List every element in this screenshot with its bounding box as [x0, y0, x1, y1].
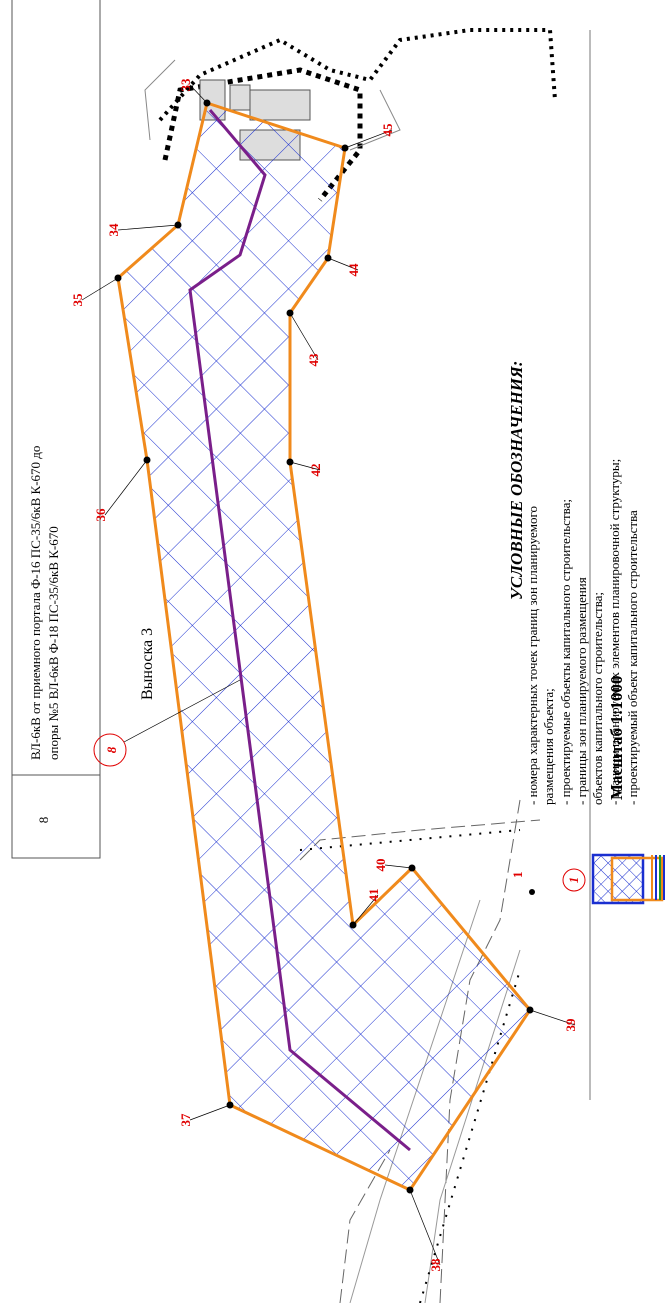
- leader: [384, 864, 413, 869]
- zone-hatch: [118, 103, 530, 1190]
- leader: [117, 224, 179, 231]
- point-label: 45: [380, 123, 395, 137]
- legend-item: объектов капитального строительства;: [590, 592, 605, 805]
- point-label: 40: [373, 859, 388, 872]
- point-label: 41: [366, 889, 381, 902]
- boundary-point: [286, 309, 294, 317]
- leader: [289, 461, 321, 471]
- zone-boundary: [116, 101, 532, 1192]
- boundary-point: [349, 921, 357, 929]
- leader: [189, 1104, 231, 1121]
- point-label: 33: [178, 78, 193, 92]
- legend-item: размещения объекта;: [541, 688, 556, 805]
- legend-symbol-label: 1: [566, 877, 581, 884]
- callout: Выноска 3: [139, 628, 156, 700]
- legend-item: - проектируемые объекты капитального стр…: [558, 499, 573, 805]
- point-label: 35: [70, 293, 85, 307]
- point-label: 34: [106, 223, 121, 237]
- legend-item: - номера характерных точек границ зон пл…: [525, 506, 540, 805]
- leader: [81, 277, 119, 301]
- boundary-point: [114, 274, 122, 282]
- table-cell: 8: [36, 817, 51, 824]
- point-label: 36: [93, 508, 108, 522]
- leader: [327, 257, 359, 271]
- leader: [352, 894, 379, 926]
- boundary-point: [406, 1186, 414, 1194]
- point-label: 39: [563, 1018, 578, 1032]
- leader: [123, 679, 241, 743]
- point-label: 37: [178, 1113, 193, 1127]
- zone-marker: [93, 733, 127, 767]
- leader: [409, 1189, 441, 1266]
- legend-item: - проектируемый объект капитального стро…: [625, 510, 640, 805]
- boundary-point: [143, 456, 151, 464]
- table: [11, 0, 101, 859]
- boundary-point: [203, 99, 211, 107]
- point-label: 43: [306, 353, 321, 367]
- boundary-point: [341, 144, 349, 152]
- boundary-point: [324, 254, 332, 262]
- boundary-point: [526, 1006, 534, 1014]
- boundary-point: [408, 864, 416, 872]
- leader: [529, 1009, 576, 1026]
- boundary-point: [226, 1101, 234, 1109]
- point-label: 42: [308, 464, 323, 477]
- table-cell: ВЛ-6кВ от приемного портала Ф-16 ПС-35/6…: [28, 446, 43, 760]
- zone-label: 8: [104, 746, 119, 753]
- point-label: 44: [346, 263, 361, 277]
- boundary-point: [174, 221, 182, 229]
- legend-title: УСЛОВНЫЕ ОБОЗНАЧЕНИЯ:: [507, 361, 526, 600]
- leader: [189, 84, 208, 104]
- power-line: [188, 109, 411, 1152]
- table-cell: опоры №5 ВЛ-6кВ Ф-18 ПС-35/6кВ К-670: [46, 526, 61, 760]
- scale: Масштаб 1:1000: [607, 676, 626, 800]
- point-label: 38: [428, 1258, 443, 1272]
- boundary-point: [286, 458, 294, 466]
- legend-item: - границы зон планируемого размещения: [574, 577, 589, 805]
- leader: [344, 129, 393, 149]
- legend-symbols: 1 1: [510, 853, 665, 905]
- legend-item: - границы планируемых элементов планиров…: [607, 459, 622, 805]
- leader: [104, 459, 148, 516]
- leader: [289, 312, 319, 361]
- legend-symbol-label: 1: [510, 872, 525, 879]
